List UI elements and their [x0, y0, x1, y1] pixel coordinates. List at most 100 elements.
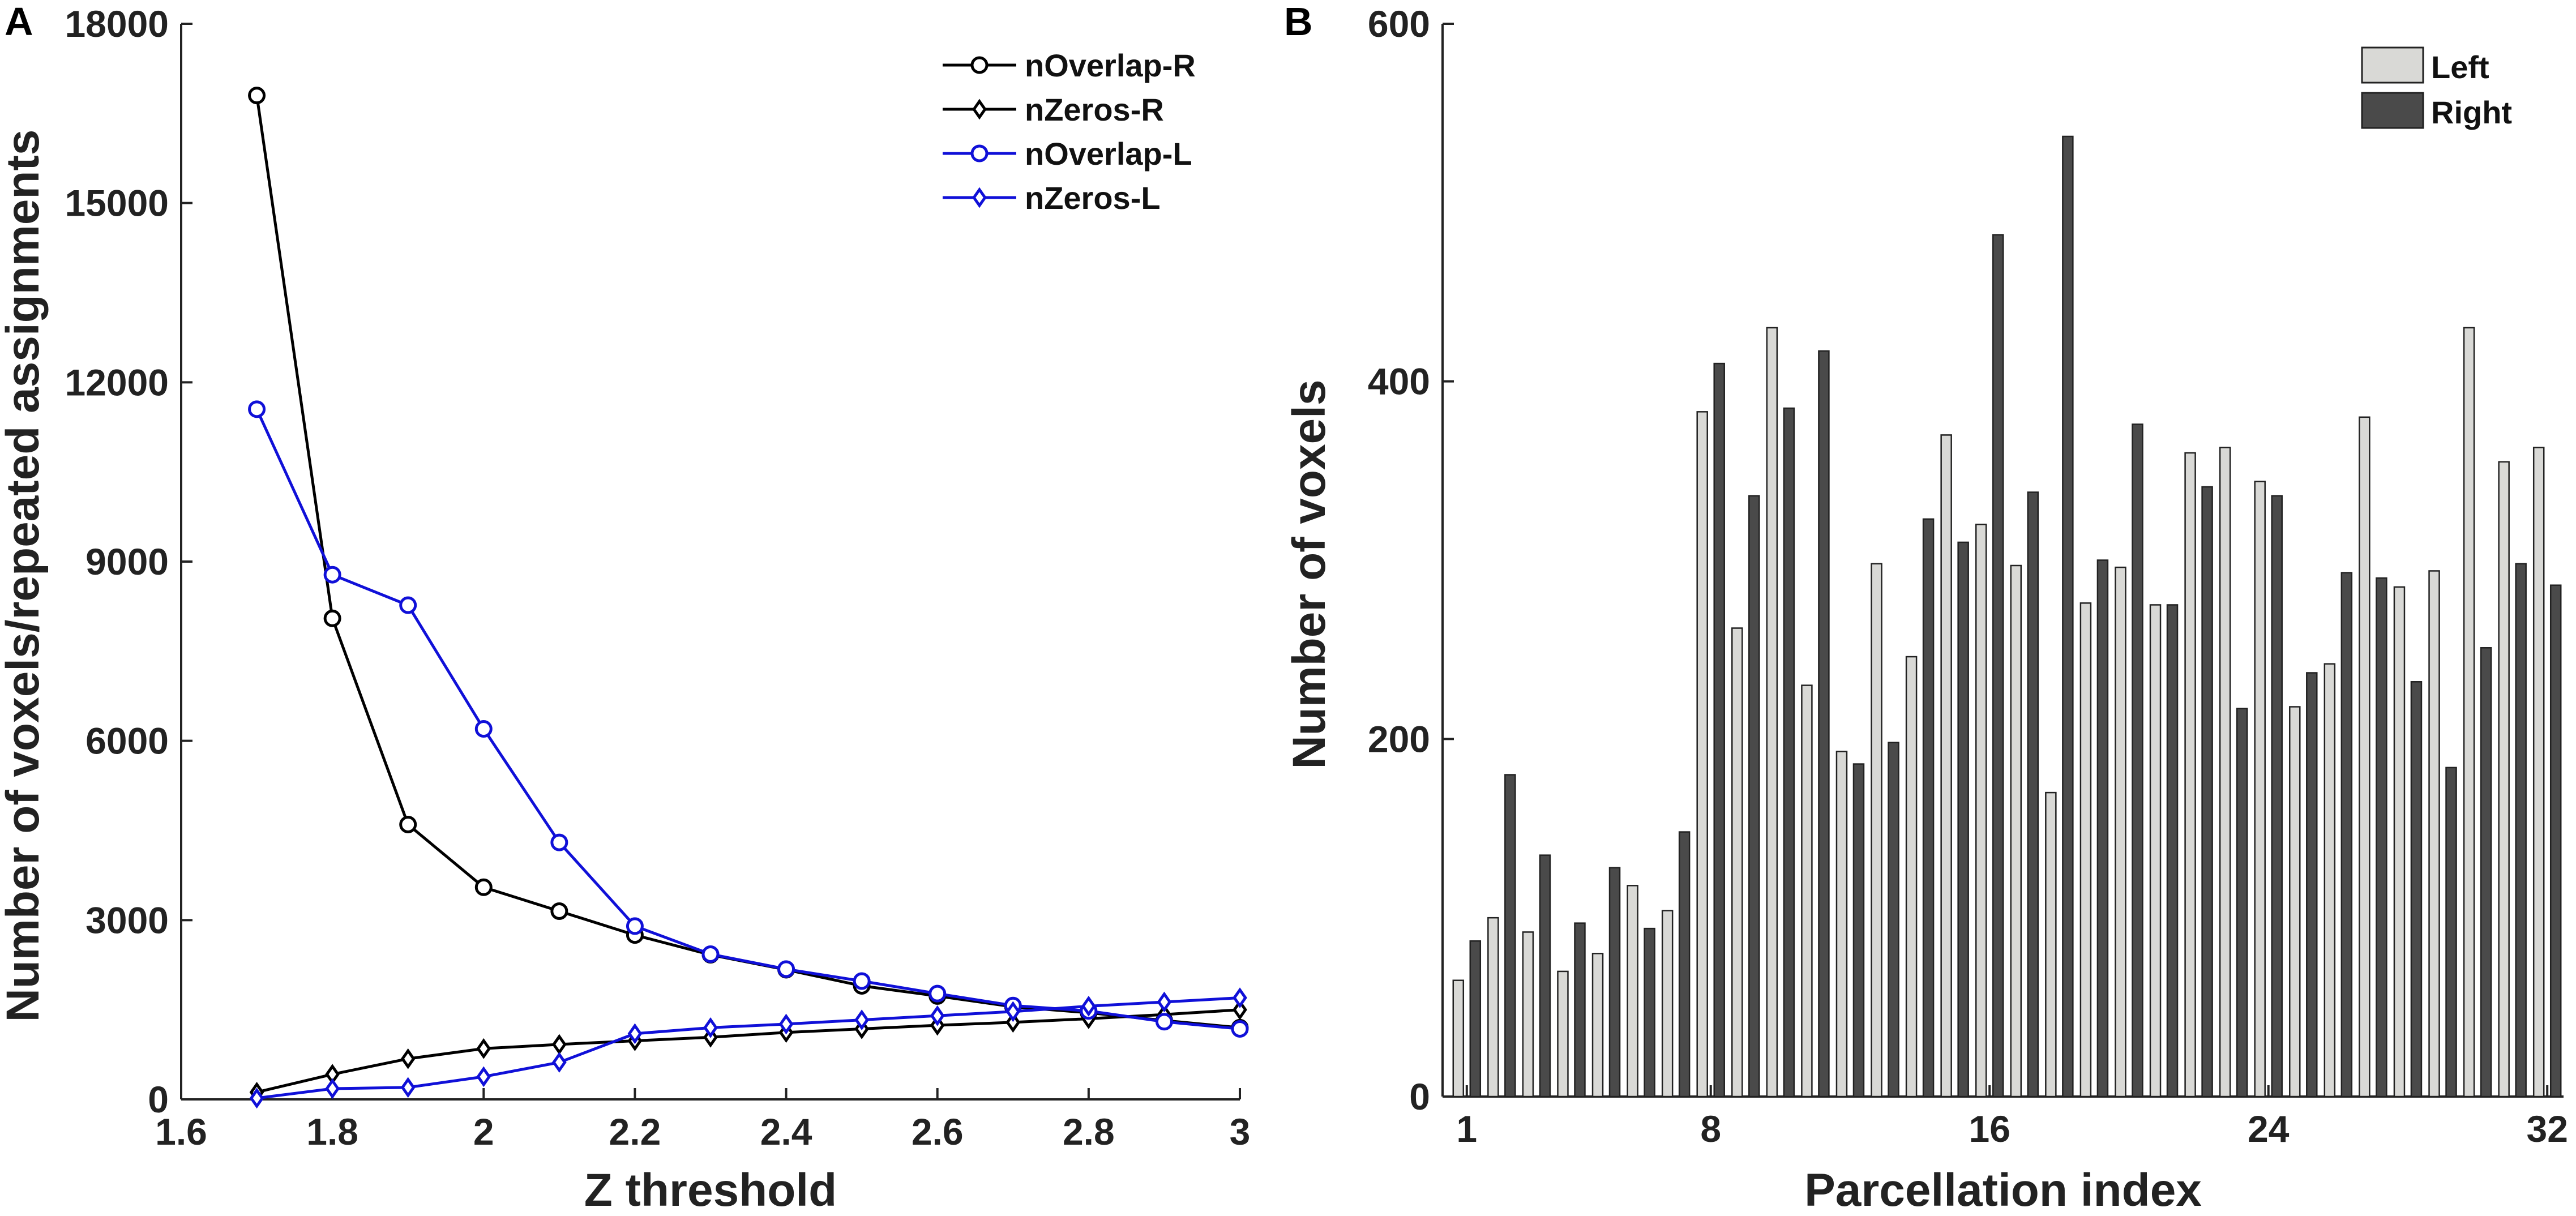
bar-group-6: [1627, 885, 1655, 1098]
data-point: [1231, 1020, 1249, 1038]
bar-group-12: [1835, 751, 1865, 1098]
bar-group-24: [2254, 481, 2283, 1098]
data-point: [778, 1013, 794, 1035]
bar-left: [1522, 931, 1534, 1098]
panel-a-y-tick-label: 12000: [65, 361, 169, 403]
data-point: [1233, 987, 1247, 1008]
panel-a-y-tick-label: 15000: [65, 182, 169, 224]
bar-group-1: [1452, 940, 1482, 1098]
bar-right: [1818, 350, 1830, 1098]
bar-group-19: [2079, 559, 2109, 1098]
bar-group-5: [1591, 867, 1621, 1098]
panel-a-label: A: [5, 0, 33, 44]
legend-entry-noverlap-r: nOverlap-R: [943, 48, 1196, 83]
bar-group-18: [2045, 135, 2074, 1098]
bar-right: [1608, 867, 1621, 1098]
data-point: [1081, 995, 1096, 1017]
bar-group-22: [2184, 452, 2213, 1098]
bar-right: [2480, 647, 2492, 1098]
series-line-noverlap-l: [255, 408, 1240, 1030]
bar-left: [1835, 751, 1848, 1098]
data-point: [930, 1005, 945, 1026]
legend-entry-right: Right: [2361, 92, 2512, 130]
panel-b-legend: Left Right: [2361, 46, 2512, 130]
data-point: [1233, 999, 1247, 1021]
data-point: [399, 815, 417, 833]
bar-group-10: [1766, 327, 1795, 1098]
bar-left: [1627, 885, 1638, 1098]
data-point: [627, 1023, 643, 1044]
panel-a-x-tick-label: 1.6: [155, 1111, 207, 1153]
legend-swatch: [2361, 92, 2424, 129]
data-point: [853, 972, 871, 990]
bar-left: [1557, 970, 1569, 1098]
bar-left: [2463, 327, 2475, 1098]
bar-group-9: [1731, 495, 1760, 1098]
panel-a-legend: nOverlap-R nZeros-R nOverlap-L nZeros-L: [943, 48, 1196, 216]
bar-left: [1591, 953, 1604, 1098]
bar-left: [2254, 481, 2266, 1098]
bar-left: [2115, 566, 2126, 1098]
bar-group-7: [1661, 831, 1691, 1098]
legend-label: Right: [2431, 95, 2512, 130]
bar-left: [2498, 461, 2510, 1098]
bar-group-30: [2463, 327, 2492, 1098]
legend-label: Left: [2431, 49, 2489, 85]
bar-left: [1975, 524, 1987, 1098]
data-point: [400, 1077, 416, 1098]
panel-b-x-tick-label: 1: [1456, 1108, 1477, 1150]
data-point: [928, 984, 947, 1003]
bar-right: [2132, 423, 2143, 1098]
data-point: [550, 902, 568, 920]
series-noverlap-l: [248, 400, 1249, 1038]
data-point: [777, 960, 795, 978]
series-nzeros-l: [249, 987, 1247, 1109]
bar-left: [2289, 706, 2301, 1098]
bar-group-25: [2289, 672, 2318, 1098]
panel-b-label: B: [1284, 0, 1313, 44]
bar-left: [1661, 910, 1674, 1098]
panel-a-x-tick-label: 2.8: [1063, 1111, 1115, 1153]
bar-group-4: [1557, 922, 1586, 1098]
bar-left: [2393, 586, 2406, 1098]
data-point: [474, 878, 493, 896]
bar-right: [1888, 742, 1899, 1098]
panel-b-x-tick-label: 32: [2527, 1108, 2568, 1150]
panel-a-x-tick-label: 1.8: [306, 1111, 358, 1153]
bar-right: [2096, 559, 2109, 1098]
bar-left: [2079, 602, 2092, 1098]
data-point: [249, 1087, 264, 1109]
panel-b-y-tick-label: 400: [1368, 361, 1430, 403]
bar-right: [1957, 541, 1969, 1098]
data-point: [854, 1009, 869, 1030]
panel-b-bar-chart: 1 8 16 24 32 0 200 400 600 Parcellation index N…: [1283, 3, 2568, 1216]
bar-group-13: [1871, 563, 1899, 1098]
bar-group-21: [2149, 604, 2179, 1098]
bar-right: [2306, 672, 2318, 1098]
bar-left: [2428, 570, 2440, 1098]
bar-left: [1487, 917, 1499, 1098]
bar-group-20: [2115, 423, 2143, 1098]
data-point: [400, 1048, 416, 1069]
legend-marker: [972, 187, 987, 208]
legend-entry-nzeros-r: nZeros-R: [943, 92, 1164, 127]
bar-right: [2549, 584, 2562, 1098]
bar-right: [1992, 234, 2004, 1098]
panel-b-x-tick-label: 24: [2248, 1108, 2290, 1150]
bar-right: [2062, 135, 2074, 1098]
legend-label: nZeros-L: [1025, 180, 1161, 216]
panel-a-y-tick-label: 3000: [85, 899, 169, 941]
panel-a-series: [248, 87, 1249, 1109]
data-point: [325, 1078, 340, 1099]
bar-left: [1940, 434, 1952, 1098]
bar-right: [2236, 708, 2248, 1098]
bar-group-15: [1940, 434, 1969, 1098]
data-point: [1005, 1001, 1021, 1022]
bar-group-3: [1522, 854, 1551, 1098]
panel-b-x-ticks: 1 8 16 24 32: [1456, 1085, 2568, 1150]
bar-group-16: [1975, 234, 2004, 1098]
legend-entry-left: Left: [2361, 46, 2489, 85]
bar-right: [2376, 577, 2387, 1098]
bar-right: [2271, 495, 2283, 1098]
